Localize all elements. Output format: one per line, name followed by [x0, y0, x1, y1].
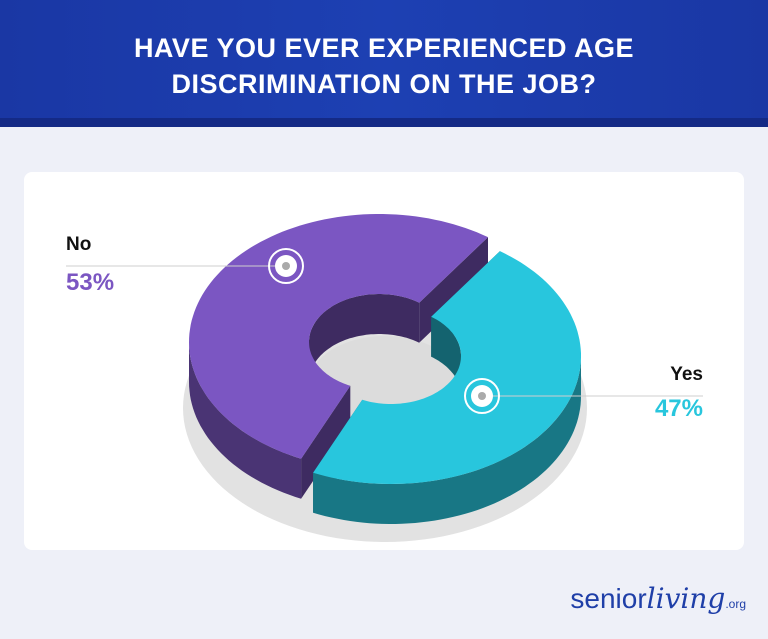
logo: seniorliving.org — [570, 582, 746, 615]
category-label: Yes — [670, 364, 703, 385]
logo-part: .org — [725, 597, 746, 611]
header: HAVE YOU EVER EXPERIENCED AGE DISCRIMINA… — [0, 0, 768, 127]
value-label: 47% — [655, 395, 703, 422]
logo-part: senior — [570, 583, 647, 614]
donut-slice — [313, 251, 581, 484]
outer-wall — [189, 342, 302, 499]
inner-wall — [309, 294, 420, 382]
cut-face — [301, 385, 351, 499]
marker-ring — [464, 378, 500, 414]
logo-part: living — [646, 582, 726, 615]
marker-dot — [282, 262, 290, 270]
category-label: No — [66, 234, 91, 255]
donut-slice — [189, 214, 488, 459]
value-label: 53% — [66, 269, 114, 296]
marker-ring — [268, 248, 304, 284]
chart-title: HAVE YOU EVER EXPERIENCED AGE DISCRIMINA… — [133, 33, 635, 99]
outer-wall — [313, 356, 581, 524]
marker-dot — [478, 392, 486, 400]
